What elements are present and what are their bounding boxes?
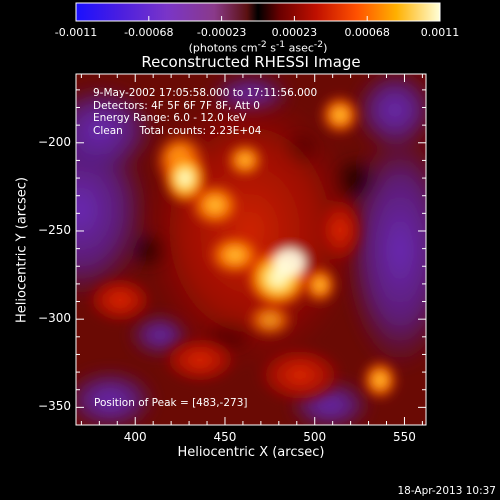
- colorbar-gradient: [75, 2, 441, 22]
- y-tick-label: −350: [38, 399, 71, 414]
- colorbar-tick-label: -0.00068: [124, 26, 174, 39]
- colorbar-units-label: (photons cm-2 s-1 asec-2): [188, 39, 328, 55]
- peak-position-label: Position of Peak = [483,-273]: [94, 397, 248, 409]
- colorbar: [75, 2, 441, 22]
- colorbar-tick-label: 0.00068: [344, 26, 390, 39]
- annotation-energy-range: Energy Range: 6.0 - 12.0 keV: [93, 112, 247, 124]
- y-tick-label: −200: [38, 134, 71, 149]
- colorbar-ticks: [75, 16, 441, 21]
- annotation-detectors: Detectors: 4F 5F 6F 7F 8F, Att 0: [93, 99, 260, 112]
- y-tick-label: −300: [38, 311, 71, 326]
- annotation-time-range: 9-May-2002 17:05:58.000 to 17:11:56.000: [93, 87, 318, 99]
- x-tick-label: 450: [213, 430, 237, 444]
- plot-annotation: 9-May-2002 17:05:58.000 to 17:11:56.000 …: [93, 87, 317, 137]
- annotation-clean-counts: Clean Total counts: 2.23E+04: [93, 124, 262, 137]
- heatmap-image: [76, 74, 426, 425]
- x-tick-label: 500: [303, 430, 327, 444]
- colorbar-tick-label: 0.0011: [420, 26, 460, 39]
- y-tick-label: −250: [38, 222, 71, 237]
- footer-timestamp: 18-Apr-2013 10:37: [397, 485, 496, 497]
- y-axis-label: Heliocentric Y (arcsec): [14, 177, 30, 323]
- x-axis-label: Heliocentric X (arcsec): [177, 445, 325, 460]
- x-tick-label: 550: [393, 430, 416, 444]
- plot-frame: [75, 73, 427, 426]
- colorbar-tick-label: -0.00023: [196, 26, 247, 39]
- x-tick-label: 400: [123, 430, 147, 444]
- plot-title: Reconstructed RHESSI Image: [141, 53, 361, 71]
- colorbar-tick-label: 0.00023: [271, 26, 318, 39]
- colorbar-tick-label: -0.0011: [54, 26, 98, 39]
